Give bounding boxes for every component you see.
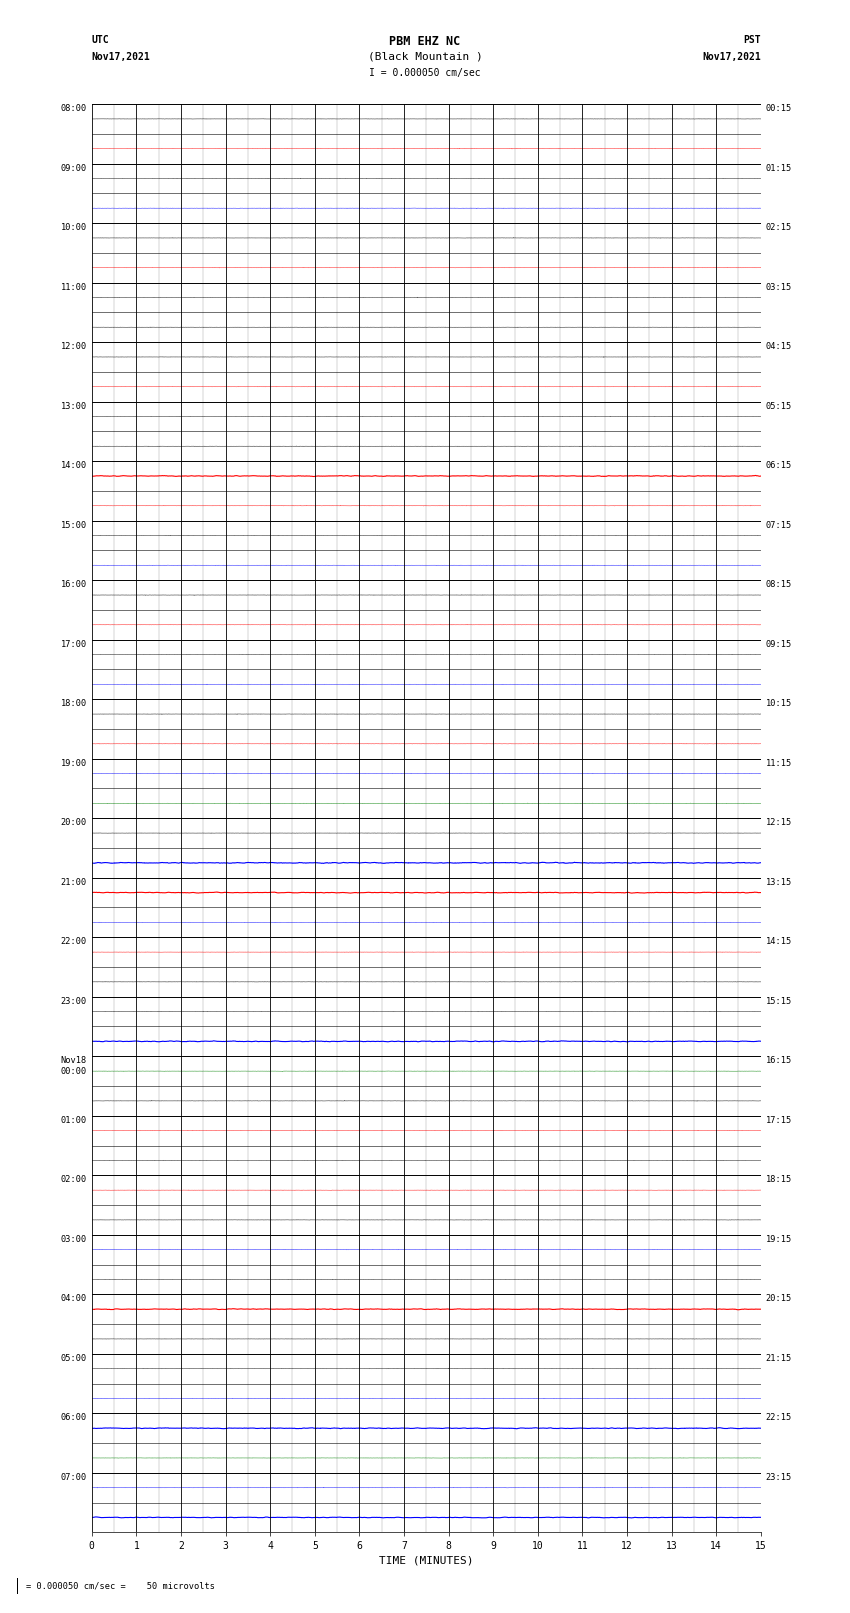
Text: 05:00: 05:00 [60,1353,87,1363]
Text: 06:00: 06:00 [60,1413,87,1423]
Text: 03:15: 03:15 [766,282,792,292]
Text: 14:00: 14:00 [60,461,87,469]
Text: 19:15: 19:15 [766,1236,792,1244]
Text: 10:15: 10:15 [766,698,792,708]
Text: 06:15: 06:15 [766,461,792,469]
Text: 09:15: 09:15 [766,640,792,648]
Text: 00:15: 00:15 [766,105,792,113]
Text: 12:00: 12:00 [60,342,87,352]
Text: 21:15: 21:15 [766,1353,792,1363]
Text: 17:00: 17:00 [60,640,87,648]
Text: 17:15: 17:15 [766,1116,792,1124]
Text: 01:15: 01:15 [766,163,792,173]
Text: = 0.000050 cm/sec =    50 microvolts: = 0.000050 cm/sec = 50 microvolts [26,1581,214,1590]
Text: Nov17,2021: Nov17,2021 [702,52,761,61]
Text: 18:00: 18:00 [60,698,87,708]
Text: UTC: UTC [92,35,110,45]
Text: 15:00: 15:00 [60,521,87,529]
Text: 04:00: 04:00 [60,1294,87,1303]
Text: 19:00: 19:00 [60,758,87,768]
Text: Nov18
00:00: Nov18 00:00 [60,1057,87,1076]
Text: 22:00: 22:00 [60,937,87,947]
Text: 01:00: 01:00 [60,1116,87,1124]
Text: 20:00: 20:00 [60,818,87,827]
Text: 23:15: 23:15 [766,1473,792,1482]
Text: 13:00: 13:00 [60,402,87,411]
Text: PST: PST [743,35,761,45]
Text: 09:00: 09:00 [60,163,87,173]
Text: 16:00: 16:00 [60,581,87,589]
Text: 16:15: 16:15 [766,1057,792,1065]
Text: 13:15: 13:15 [766,877,792,887]
Text: 02:00: 02:00 [60,1176,87,1184]
Text: 08:15: 08:15 [766,581,792,589]
Text: 23:00: 23:00 [60,997,87,1007]
Text: 18:15: 18:15 [766,1176,792,1184]
Text: 04:15: 04:15 [766,342,792,352]
Text: Nov17,2021: Nov17,2021 [92,52,150,61]
Text: 02:15: 02:15 [766,223,792,232]
Text: 11:00: 11:00 [60,282,87,292]
Text: 11:15: 11:15 [766,758,792,768]
Text: I = 0.000050 cm/sec: I = 0.000050 cm/sec [369,68,481,77]
Text: 08:00: 08:00 [60,105,87,113]
Text: 20:15: 20:15 [766,1294,792,1303]
Text: 21:00: 21:00 [60,877,87,887]
Text: 03:00: 03:00 [60,1236,87,1244]
Text: PBM EHZ NC: PBM EHZ NC [389,35,461,48]
Text: 05:15: 05:15 [766,402,792,411]
Text: 12:15: 12:15 [766,818,792,827]
Text: 07:15: 07:15 [766,521,792,529]
Text: 22:15: 22:15 [766,1413,792,1423]
Text: 15:15: 15:15 [766,997,792,1007]
X-axis label: TIME (MINUTES): TIME (MINUTES) [379,1555,473,1566]
Text: 07:00: 07:00 [60,1473,87,1482]
Text: 14:15: 14:15 [766,937,792,947]
Text: (Black Mountain ): (Black Mountain ) [367,52,483,61]
Text: 10:00: 10:00 [60,223,87,232]
